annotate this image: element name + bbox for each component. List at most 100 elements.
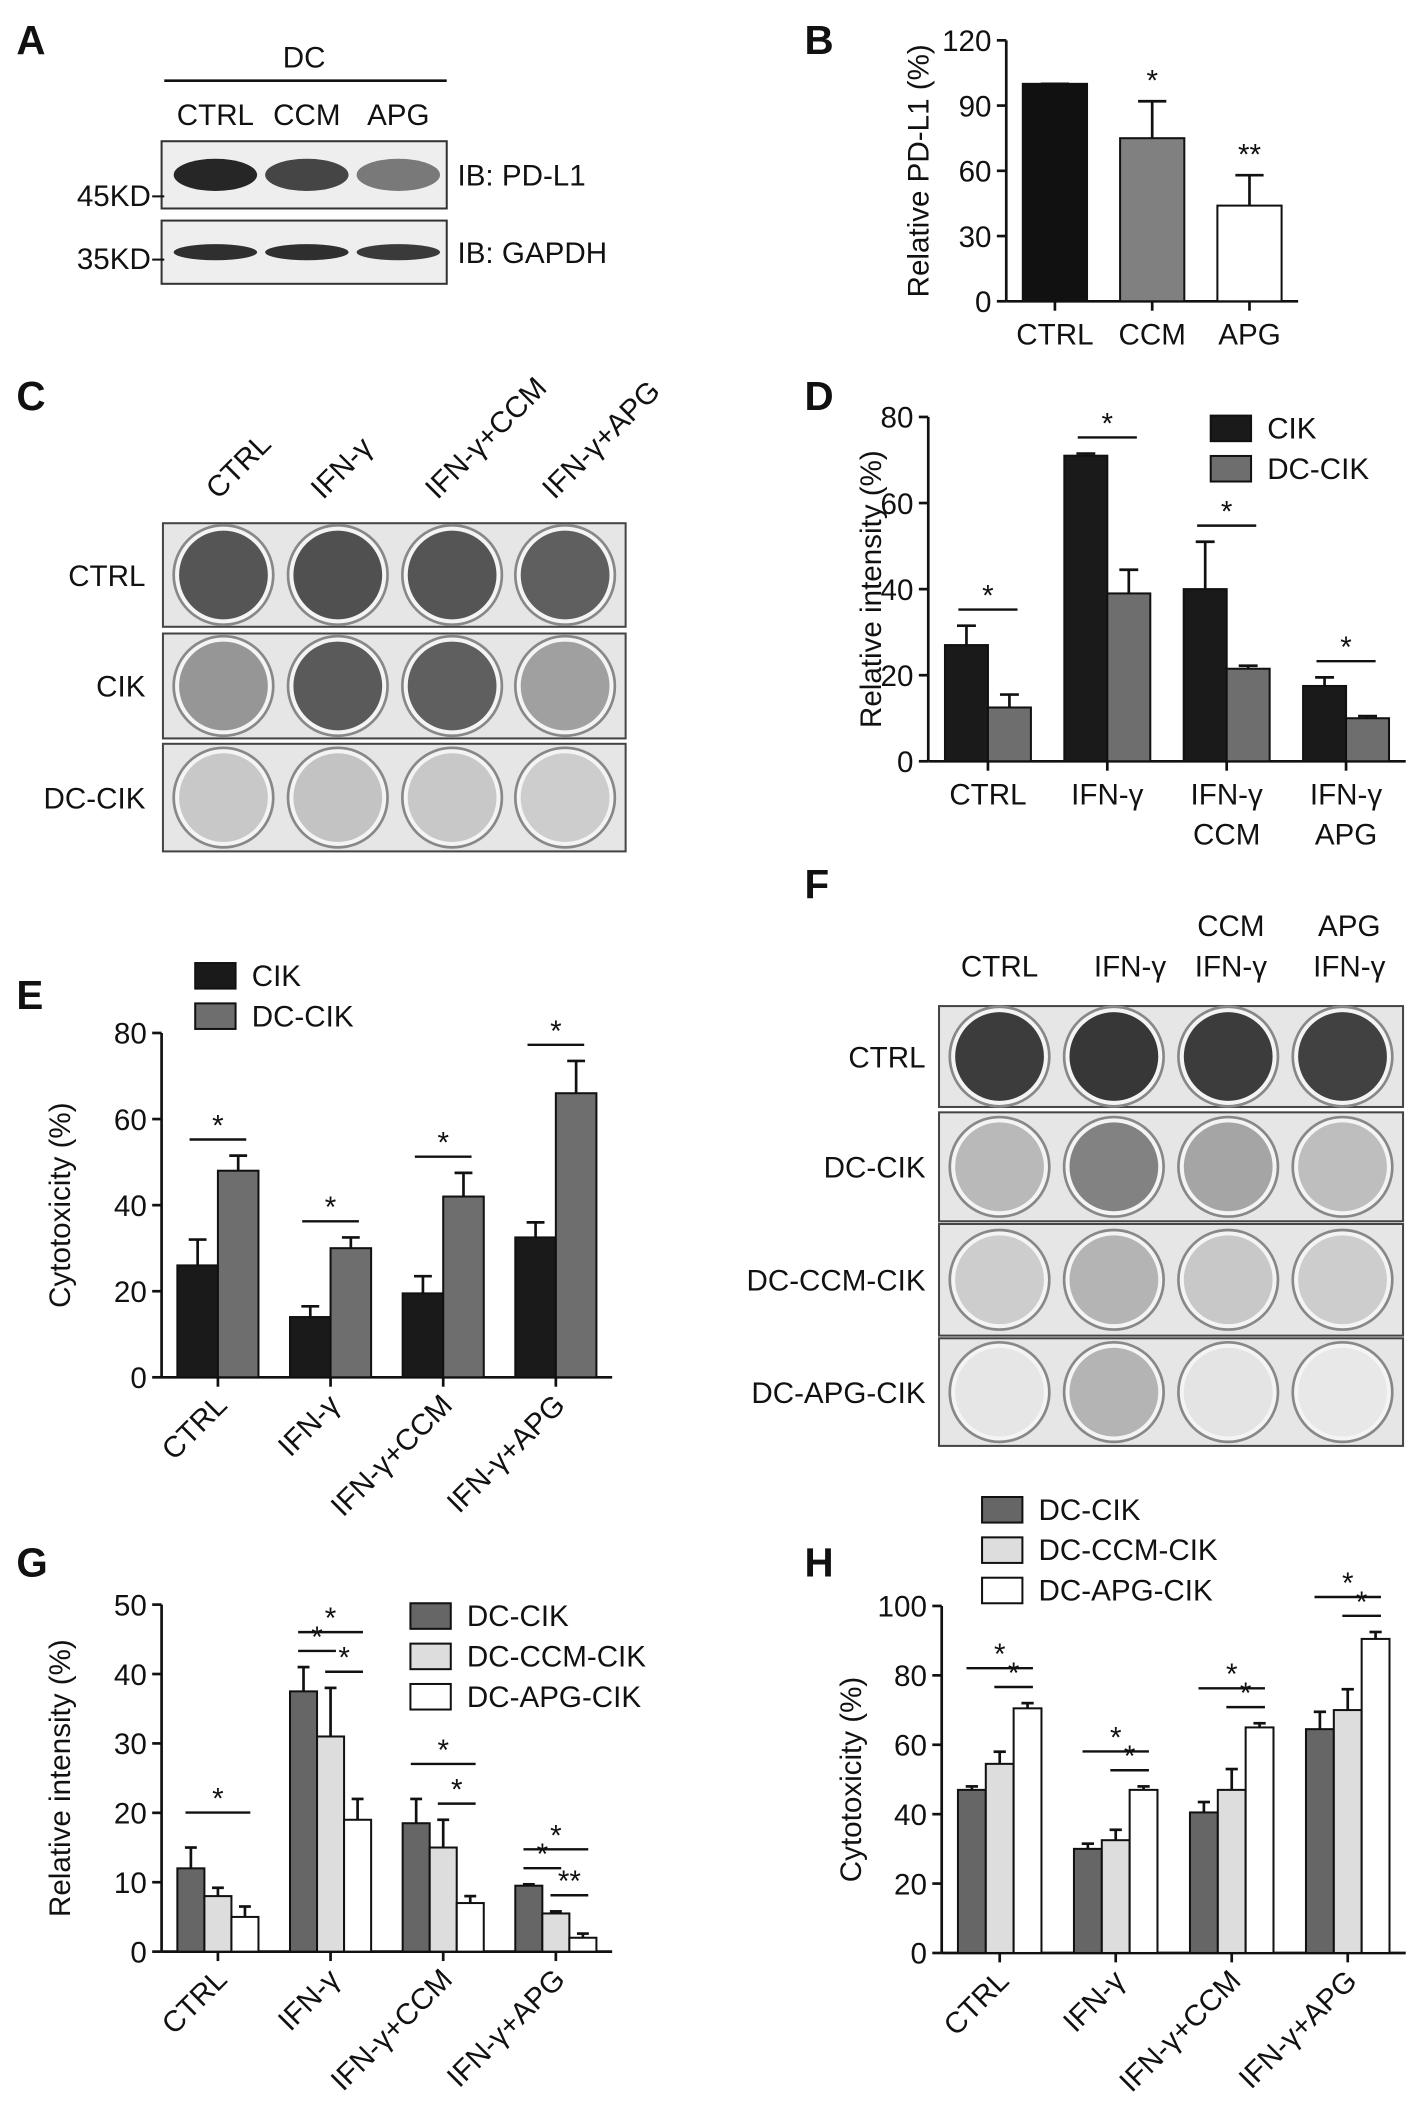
plate-column-label: IFN-γ bbox=[305, 431, 380, 506]
plate-column-label: APG bbox=[1318, 910, 1380, 943]
bar bbox=[554, 1092, 598, 1379]
significance: * bbox=[1356, 1586, 1368, 1619]
y-tick-label: 0 bbox=[897, 746, 913, 779]
plate-column-label: IFN-γ+CCM bbox=[419, 371, 553, 505]
bar bbox=[514, 1884, 544, 1953]
bar bbox=[1182, 588, 1228, 763]
significance: * bbox=[1110, 1721, 1122, 1754]
bar bbox=[1216, 204, 1283, 303]
bar bbox=[203, 1895, 233, 1953]
bar bbox=[1119, 137, 1186, 303]
y-tick-label: 40 bbox=[881, 574, 914, 607]
legend-swatch bbox=[1209, 414, 1253, 443]
plate-column-label: IFN-γ+APG bbox=[536, 374, 667, 505]
legend-label: DC-CIK bbox=[1039, 1494, 1141, 1527]
legend-swatch bbox=[409, 1682, 452, 1711]
y-tick-label: 20 bbox=[894, 1868, 927, 1901]
well-stain bbox=[293, 753, 383, 842]
legend-label: DC-CIK bbox=[1267, 453, 1369, 486]
bar bbox=[541, 1912, 571, 1953]
bar bbox=[986, 706, 1032, 763]
well-stain bbox=[407, 530, 497, 620]
panel-letter: G bbox=[16, 1539, 47, 1585]
bar bbox=[230, 1915, 260, 1953]
plate-row-label: DC-CIK bbox=[44, 782, 146, 815]
y-tick-label: 20 bbox=[114, 1798, 147, 1831]
y-tick-label: 0 bbox=[130, 1362, 146, 1395]
bar bbox=[1188, 1811, 1219, 1954]
well-stain bbox=[179, 530, 268, 620]
y-tick-label: 30 bbox=[959, 221, 992, 254]
legend-label: DC-CCM-CIK bbox=[467, 1640, 646, 1673]
x-tick-label: CTRL bbox=[156, 1389, 234, 1467]
significance: * bbox=[212, 1109, 224, 1142]
well-stain bbox=[520, 641, 610, 731]
y-axis-label: Relative intensity (%) bbox=[44, 1639, 77, 1917]
plate-row-label: CTRL bbox=[68, 560, 145, 593]
panel-letter: E bbox=[16, 972, 43, 1018]
legend-swatch bbox=[194, 962, 237, 990]
plate-column-label: IFN-γ bbox=[1195, 950, 1267, 983]
bar bbox=[428, 1846, 458, 1953]
well-stain bbox=[1298, 1012, 1387, 1101]
well-stain bbox=[955, 1122, 1044, 1212]
well-stain bbox=[1298, 1347, 1387, 1437]
significance: * bbox=[1226, 1658, 1238, 1691]
panel-letter: D bbox=[805, 373, 834, 419]
well-stain bbox=[179, 753, 268, 842]
legend-swatch bbox=[1209, 454, 1253, 483]
significance: * bbox=[994, 1638, 1006, 1671]
bar bbox=[442, 1195, 485, 1379]
bar bbox=[1100, 1839, 1131, 1954]
x-tick-label: CTRL bbox=[949, 778, 1026, 811]
significance: * bbox=[437, 1734, 449, 1767]
blot-band bbox=[356, 158, 441, 191]
plate-column-label: IFN-γ bbox=[1094, 950, 1166, 983]
panel-letter: F bbox=[805, 861, 830, 907]
x-tick-label: CCM bbox=[1193, 819, 1260, 852]
well-stain bbox=[293, 530, 383, 620]
plate-row-label: DC-CIK bbox=[824, 1152, 926, 1185]
significance: * bbox=[1221, 496, 1233, 529]
y-tick-label: 90 bbox=[959, 90, 992, 123]
plate-row-label: DC-CCM-CIK bbox=[746, 1265, 925, 1298]
x-tick-label: CCM bbox=[1119, 318, 1186, 351]
well-stain bbox=[407, 753, 497, 842]
legend-swatch bbox=[981, 1496, 1024, 1524]
well-stain bbox=[1069, 1347, 1159, 1437]
x-tick-label: IFN-γ bbox=[1191, 778, 1263, 811]
bar bbox=[956, 1788, 987, 1954]
bar bbox=[316, 1735, 346, 1953]
well-stain bbox=[955, 1235, 1044, 1325]
legend-label: DC-CCM-CIK bbox=[1039, 1534, 1218, 1567]
y-tick-label: 0 bbox=[130, 1936, 146, 1969]
x-tick-label: IFN-γ+APG bbox=[1233, 1964, 1364, 2095]
bar bbox=[1128, 1788, 1159, 1954]
bar bbox=[1345, 717, 1391, 763]
blot-band bbox=[265, 244, 349, 261]
plate-column-label: CCM bbox=[1197, 910, 1264, 943]
bar bbox=[1360, 1637, 1391, 1954]
significance: * bbox=[325, 1191, 337, 1224]
x-tick-label: APG bbox=[1315, 819, 1377, 852]
y-tick-label: 40 bbox=[894, 1799, 927, 1832]
well-stain bbox=[1298, 1122, 1387, 1212]
y-tick-label: 50 bbox=[114, 1589, 147, 1622]
y-axis-label: Cytotoxicity (%) bbox=[44, 1102, 77, 1307]
bar bbox=[1021, 82, 1089, 303]
legend-label: CIK bbox=[252, 960, 302, 993]
y-axis-label: Relative PD-L1 (%) bbox=[902, 44, 935, 297]
blot-band bbox=[265, 158, 349, 191]
lane-label: CCM bbox=[273, 99, 340, 132]
x-tick-label: IFN-γ bbox=[1310, 778, 1382, 811]
significance: * bbox=[550, 1819, 562, 1852]
well-stain bbox=[955, 1012, 1044, 1101]
bar bbox=[176, 1867, 206, 1953]
plate-row-label: CTRL bbox=[848, 1041, 925, 1074]
blot-band bbox=[173, 244, 258, 261]
significance: * bbox=[1240, 1677, 1252, 1710]
blot-marker: 45KD bbox=[77, 180, 151, 213]
plate-column-label: CTRL bbox=[961, 950, 1038, 983]
